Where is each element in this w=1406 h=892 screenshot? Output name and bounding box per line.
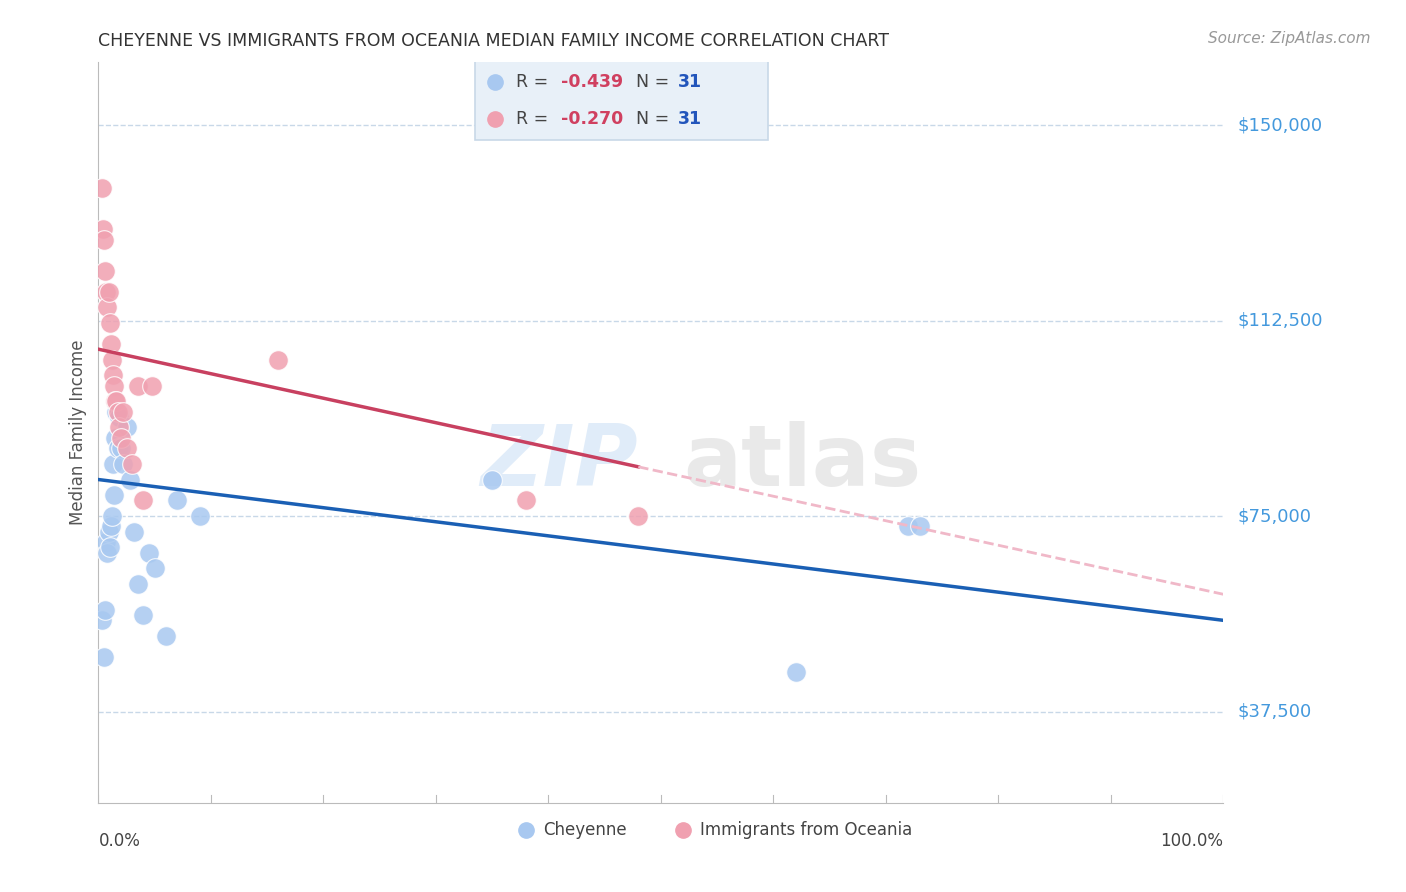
Point [118, 473, 141, 487]
Point [138, 545, 160, 559]
Point [97, 524, 120, 539]
Text: Cheyenne: Cheyenne [543, 822, 626, 839]
Point [897, 519, 920, 533]
Text: 31: 31 [678, 111, 702, 128]
Point [166, 493, 188, 508]
Text: -0.270: -0.270 [561, 111, 623, 128]
Point [112, 457, 135, 471]
Point [91, 222, 114, 236]
Point [105, 394, 128, 409]
Point [785, 665, 807, 680]
Text: 100.0%: 100.0% [1160, 832, 1223, 850]
Text: 0.0%: 0.0% [98, 832, 141, 850]
Point [110, 442, 132, 456]
Point [104, 394, 127, 409]
Text: atlas: atlas [683, 421, 921, 504]
Point [107, 405, 129, 419]
Point [515, 493, 537, 508]
Point [103, 378, 125, 392]
Text: 31: 31 [678, 73, 702, 91]
Text: -0.439: -0.439 [561, 73, 623, 91]
Point [93, 233, 115, 247]
Text: CHEYENNE VS IMMIGRANTS FROM OCEANIA MEDIAN FAMILY INCOME CORRELATION CHART: CHEYENNE VS IMMIGRANTS FROM OCEANIA MEDI… [98, 32, 890, 50]
Point [96, 301, 118, 315]
Point [96, 545, 118, 559]
Text: N =: N = [636, 73, 675, 91]
Point [127, 577, 149, 591]
Point [90, 180, 112, 194]
Point [115, 420, 138, 434]
Text: $150,000: $150,000 [1237, 116, 1322, 134]
Text: R =: R = [516, 111, 554, 128]
Point [124, 524, 146, 539]
Point [103, 488, 125, 502]
Point [481, 473, 503, 487]
Point [267, 352, 290, 367]
Text: N =: N = [636, 111, 675, 128]
Text: Immigrants from Oceania: Immigrants from Oceania [700, 822, 912, 839]
Point [155, 629, 177, 643]
Point [100, 519, 122, 533]
Point [132, 608, 155, 623]
Point [101, 368, 124, 383]
Point [107, 409, 129, 424]
Point [96, 285, 118, 299]
Point [104, 431, 127, 445]
Point [143, 561, 166, 575]
Point [94, 264, 117, 278]
Point [101, 509, 124, 524]
Text: Source: ZipAtlas.com: Source: ZipAtlas.com [1208, 31, 1371, 46]
Point [107, 442, 129, 456]
Point [127, 378, 149, 392]
Point [90, 613, 112, 627]
Point [96, 535, 118, 549]
Point [101, 352, 124, 367]
Point [141, 378, 163, 392]
Point [105, 405, 128, 419]
Point [98, 316, 121, 330]
Text: $75,000: $75,000 [1237, 507, 1312, 525]
Point [93, 649, 115, 664]
Point [121, 457, 143, 471]
Point [101, 457, 124, 471]
Point [627, 509, 650, 524]
Text: $112,500: $112,500 [1237, 311, 1323, 329]
Point [112, 405, 135, 419]
Point [188, 509, 211, 524]
Text: R =: R = [516, 73, 554, 91]
Point [100, 337, 122, 351]
Y-axis label: Median Family Income: Median Family Income [69, 340, 87, 525]
Point [908, 519, 931, 533]
Text: ZIP: ZIP [481, 421, 638, 504]
FancyBboxPatch shape [475, 55, 768, 140]
Point [115, 442, 138, 456]
Point [97, 285, 120, 299]
Point [132, 493, 155, 508]
Text: $37,500: $37,500 [1237, 703, 1312, 721]
Point [110, 431, 132, 445]
Point [107, 420, 129, 434]
Point [94, 603, 117, 617]
Point [98, 541, 121, 555]
